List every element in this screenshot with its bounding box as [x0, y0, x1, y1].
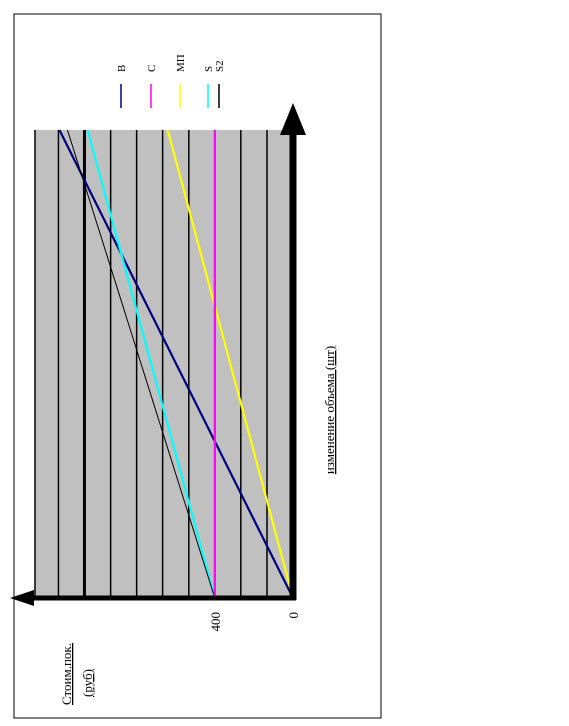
x-axis-label: изменение объема (шт) [322, 346, 337, 474]
series-line [58, 129, 294, 599]
legend-label: S2 [214, 60, 226, 72]
series-line [66, 129, 216, 599]
y-tick-label: 0 [286, 612, 301, 619]
legend-label: С [146, 65, 158, 72]
y-axis-arrow [10, 590, 34, 606]
y-tick-label: 400 [208, 612, 223, 632]
legend-label: S [203, 66, 215, 72]
legend: В С МП S S2 [116, 54, 226, 108]
series-line [166, 129, 295, 599]
x-axis-arrow [280, 103, 306, 135]
y-axis-label: Стоим.пок. [59, 643, 74, 705]
y-axis-unit: (руб) [80, 669, 95, 697]
lines [58, 129, 295, 599]
series-line [86, 129, 216, 599]
legend-label: МП [175, 54, 187, 72]
plot-area [35, 130, 293, 598]
legend-label: В [116, 65, 128, 72]
